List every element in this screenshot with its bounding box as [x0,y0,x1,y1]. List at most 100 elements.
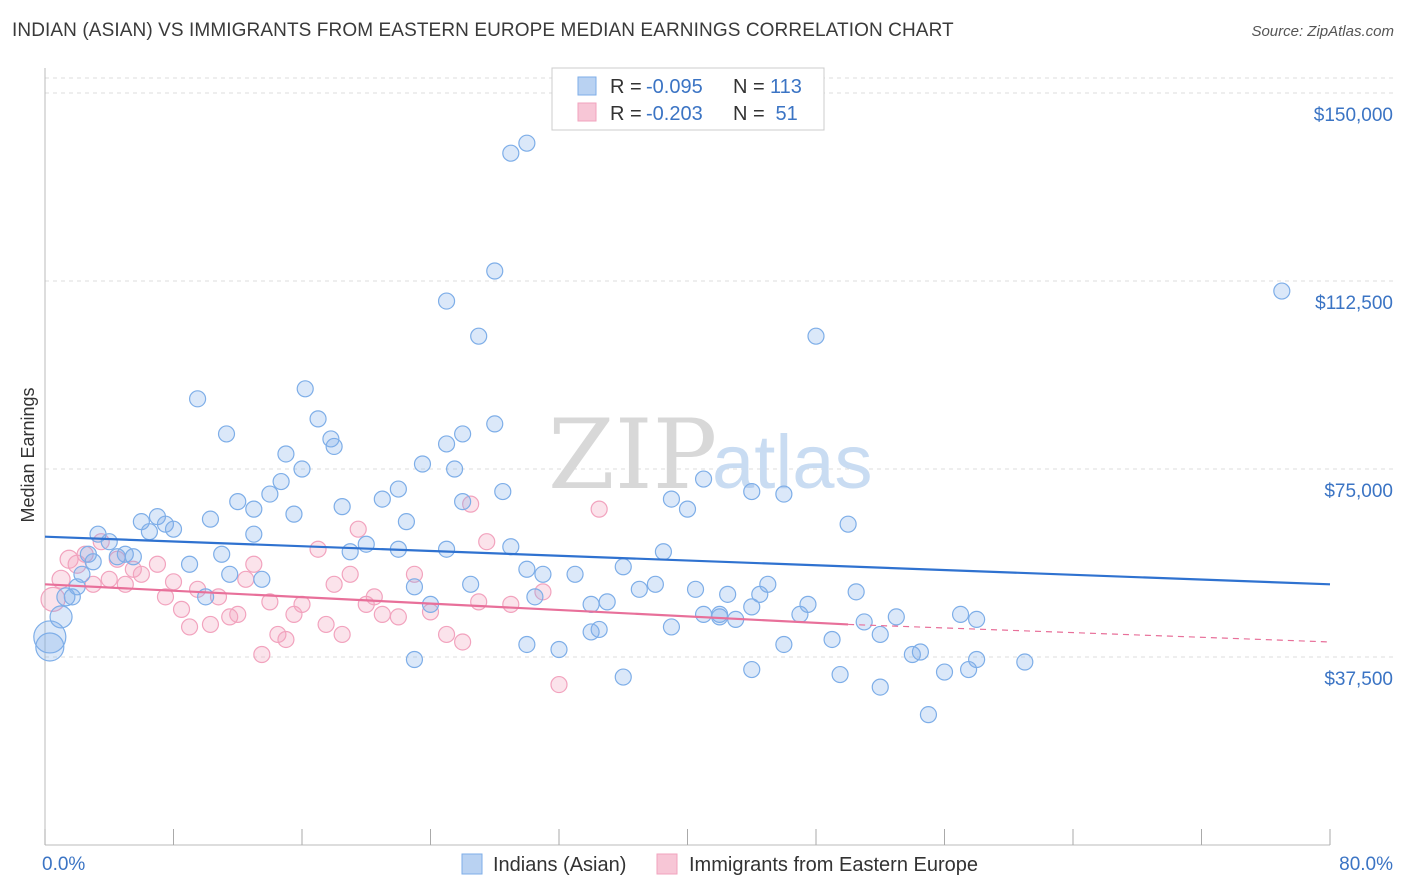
data-point-blue [711,605,729,623]
data-point-pink [341,565,359,583]
data-point-blue [694,605,713,623]
data-point-pink [172,600,191,618]
data-point-blue [526,588,544,606]
data-point-blue [968,610,986,629]
x-tick-label-max: 80.0% [1339,854,1393,875]
data-point-blue [49,605,73,629]
data-point-pink [180,618,199,636]
watermark: ZIP atlas [548,399,873,511]
data-point-blue [35,632,65,662]
data-point-blue [719,585,737,603]
data-point-pink [590,500,608,518]
data-point-blue [694,470,713,488]
data-point-blue [322,430,340,448]
data-point-blue [518,134,536,152]
data-point-blue [1273,282,1291,300]
data-point-blue [309,410,327,428]
data-point-pink [405,565,424,583]
data-point-blue [550,640,568,659]
legend-r-label-1: R = [610,76,642,98]
data-point-blue [743,660,761,679]
data-point-blue [847,583,865,601]
data-point-blue [454,493,472,511]
data-point-pink [470,593,488,611]
data-point-pink [156,588,175,606]
trend-line-pink [44,583,849,626]
y-tick-label: $37,500 [1324,669,1393,690]
data-point-blue [445,460,464,478]
legend-swatch-indians [461,853,483,875]
y-axis-title: Median Earnings [18,387,38,522]
series-legend: Indians (Asian) Immigrants from Eastern … [461,853,978,876]
data-point-pink [164,573,183,591]
data-point-pink [437,625,456,644]
data-point-blue [454,425,472,443]
data-point-blue [775,635,793,654]
data-point-pink [502,595,520,613]
data-point-pink [245,555,263,573]
data-point-blue [277,445,295,463]
data-point-pink [253,645,271,664]
data-point-blue [201,510,220,528]
data-point-blue [56,587,76,607]
data-point-blue [968,650,986,669]
legend-r-label-2: R = [610,103,642,125]
legend-n-value-1: 113 [770,76,802,98]
data-point-blue [646,575,664,593]
axes [44,68,1331,846]
y-tick-label: $75,000 [1324,481,1393,502]
data-point-blue [437,292,456,310]
data-point-blue [389,480,407,498]
data-point-blue [919,706,938,724]
data-point-blue [405,578,424,596]
trend-line-extension-pink [848,623,1331,643]
data-point-blue [662,618,681,636]
data-point-pink [148,555,167,573]
data-point-blue [180,555,199,573]
data-point-blue [678,500,697,518]
data-point-blue [743,482,761,501]
data-point-blue [839,515,857,533]
trend-line-blue [44,535,1331,586]
legend-n-value-2: 51 [770,103,798,125]
legend-label-indians: Indians (Asian) [493,854,626,876]
data-point-blue [831,665,849,684]
data-point-blue [272,472,290,491]
legend-n-label-2: N = [733,103,765,125]
data-point-blue [887,608,905,626]
data-point-blue [73,565,91,583]
series-pink-points [40,495,608,694]
data-point-pink [373,605,391,623]
data-point-pink [309,540,327,558]
chart-source: Source: ZipAtlas.com [1251,23,1394,40]
data-point-blue [855,613,873,631]
data-point-blue [245,500,263,518]
trend-lines [44,535,1331,643]
data-point-blue [807,327,825,345]
y-tick-labels: $37,500 $75,000 $112,500 $150,000 [1314,105,1393,690]
data-point-blue [534,565,552,583]
data-point-blue [598,593,616,611]
data-point-blue [100,533,118,551]
data-point-blue [951,605,970,623]
data-point-blue [486,262,504,280]
data-point-blue [253,570,271,588]
watermark-atlas: atlas [712,420,873,505]
data-point-blue [33,620,67,654]
data-point-blue [935,663,954,681]
data-point-blue [518,560,536,578]
data-point-blue [296,380,314,398]
data-point-blue [437,540,456,558]
data-point-blue [686,580,705,598]
data-point-blue [662,490,681,508]
data-point-blue [164,520,183,538]
x-tick-label-min: 0.0% [42,854,85,875]
data-point-blue [293,460,311,478]
data-point-blue [261,485,279,503]
data-point-blue [341,543,359,561]
legend-label-eastern-europe: Immigrants from Eastern Europe [689,854,978,876]
data-point-blue [614,668,632,686]
data-point-blue [245,525,263,543]
data-point-pink [333,625,351,644]
